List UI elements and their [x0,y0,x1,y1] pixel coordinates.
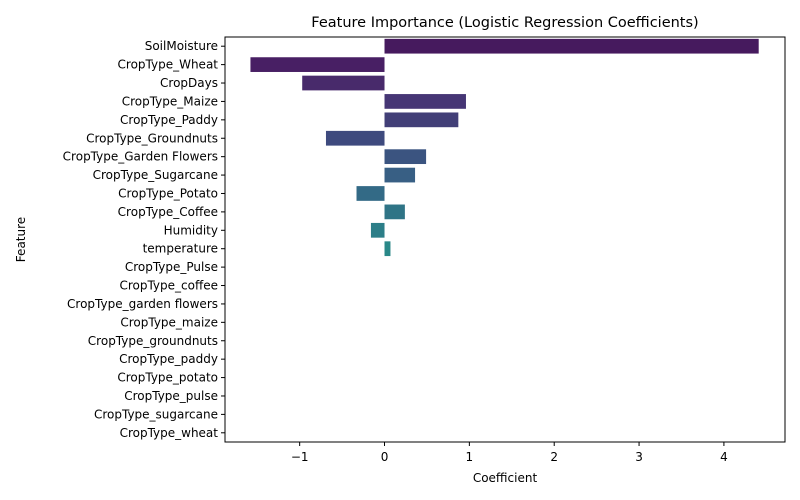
x-tick-label: −1 [291,450,309,464]
y-tick-label: CropType_sugarcane [94,407,218,421]
bar [384,167,416,183]
x-tick-label: 3 [635,450,643,464]
plot-frame [224,36,786,443]
bar [302,75,385,91]
bar [370,222,385,238]
y-tick-label: CropType_Groundnuts [86,131,218,145]
bar [384,38,759,54]
chart-title: Feature Importance (Logistic Regression … [311,15,698,31]
bar [325,130,385,146]
y-tick-label: CropType_groundnuts [88,334,218,348]
bar [356,186,385,201]
y-tick-label: CropDays [160,76,218,90]
bar [384,94,466,109]
x-axis-label: Coefficient [473,471,538,485]
y-tick-label: CropType_Potato [118,186,218,200]
x-tick-label: 0 [381,450,389,464]
y-tick-label: temperature [143,242,218,256]
y-tick-label: CropType_Maize [122,94,218,108]
bars-group [250,38,759,257]
y-tick-label: CropType_potato [117,371,218,385]
y-tick-label: CropType_Coffee [118,205,218,219]
x-axis: −1 0 1 2 3 4 [291,442,728,464]
y-tick-label: SoilMoisture [145,39,218,53]
bar [250,57,385,72]
y-tick-label: CropType_Pulse [125,260,218,274]
bar [384,241,391,257]
y-tick-label: CropType_garden flowers [67,297,218,311]
x-tick-label: 4 [720,450,728,464]
x-tick-label: 2 [550,450,558,464]
y-tick-label: CropType_wheat [120,426,219,440]
y-tick-label: CropType_maize [120,315,218,329]
x-tick-label: 1 [466,450,474,464]
y-axis-label: Feature [14,217,28,262]
y-tick-label: CropType_paddy [119,352,218,366]
y-tick-labels: SoilMoisture CropType_Wheat CropDays CropTy… [63,39,225,440]
y-tick-label: CropType_Sugarcane [93,168,218,182]
y-tick-label: CropType_pulse [124,389,218,403]
y-tick-label: CropType_Paddy [120,113,218,127]
y-tick-label: CropType_Garden Flowers [63,150,218,164]
y-tick-label: Humidity [164,223,218,237]
bar [384,149,427,165]
y-tick-label: CropType_coffee [119,279,218,293]
bar [384,112,459,128]
y-tick-label: CropType_Wheat [118,58,219,72]
bar [384,204,405,220]
